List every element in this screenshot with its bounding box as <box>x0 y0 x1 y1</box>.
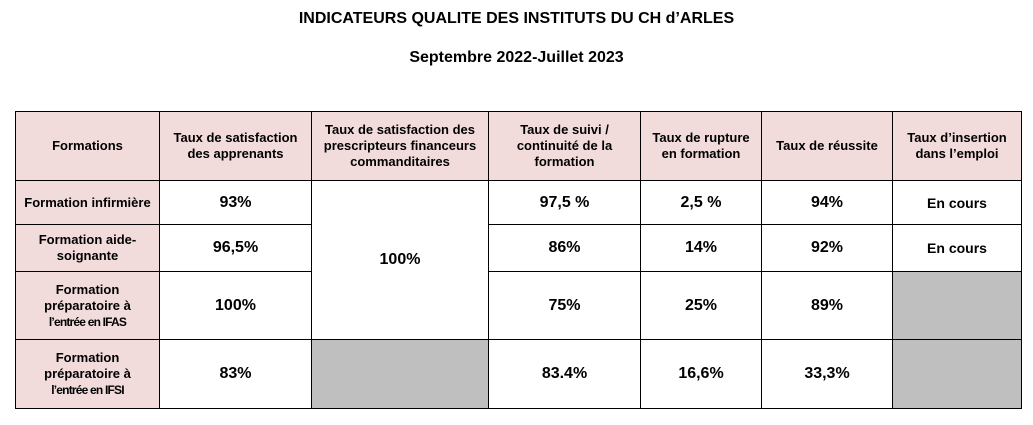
cell-satisfaction-prescripteurs-empty <box>311 339 489 409</box>
cell-satisfaction-apprenants: 96,5% <box>159 224 312 272</box>
header-rupture: Taux de rupture en formation <box>640 111 762 181</box>
row-label-line: Formation préparatoire à <box>44 350 131 381</box>
cell-suivi: 86% <box>488 224 641 272</box>
document-subtitle: Septembre 2022-Juillet 2023 <box>409 49 624 66</box>
table-row: Formation aide-soignante 96,5% 86% 14% 9… <box>15 224 1022 272</box>
row-label: Formation infirmière <box>15 180 160 225</box>
cell-reussite: 92% <box>761 224 893 272</box>
cell-rupture: 14% <box>640 224 762 272</box>
header-insertion: Taux d’insertion dans l’emploi <box>892 111 1022 181</box>
cell-reussite: 33,3% <box>761 339 893 409</box>
cell-suivi: 97,5 % <box>488 180 641 225</box>
indicators-table: Formations Taux de satisfaction des appr… <box>15 111 1022 409</box>
document-title: INDICATEURS QUALITE DES INSTITUTS DU CH … <box>298 10 735 27</box>
table-row: Formation infirmière 93% 100% 97,5 % 2,5… <box>15 180 1022 340</box>
cell-satisfaction-apprenants: 93% <box>159 180 312 225</box>
cell-rupture: 16,6% <box>640 339 762 409</box>
cell-satisfaction-apprenants: 83% <box>159 339 312 409</box>
cell-rupture: 25% <box>640 271 762 340</box>
header-satisfaction-apprenants: Taux de satisfaction des apprenants <box>159 111 312 181</box>
table-row: Formation préparatoire à l’entrée en IFS… <box>15 339 1022 409</box>
cell-reussite: 89% <box>761 271 893 340</box>
row-label-line: l’entrée en IFSI <box>51 383 124 397</box>
header-satisfaction-prescripteurs: Taux de satisfaction des prescripteurs f… <box>311 111 489 181</box>
cell-insertion-empty <box>892 339 1022 409</box>
table-row: Formation préparatoire à l’entrée en IFA… <box>15 271 1022 340</box>
cell-rupture: 2,5 % <box>640 180 762 225</box>
cell-insertion: En cours <box>892 224 1022 272</box>
cell-insertion: En cours <box>892 180 1022 225</box>
cell-insertion-empty <box>892 271 1022 340</box>
row-label: Formation préparatoire à l’entrée en IFA… <box>15 271 160 340</box>
row-label-line: Formation préparatoire à <box>44 281 131 313</box>
cell-satisfaction-prescripteurs-merged: 100% <box>311 180 489 340</box>
table-header-row: Formations Taux de satisfaction des appr… <box>15 111 1022 181</box>
cell-suivi: 83.4% <box>488 339 641 409</box>
cell-reussite: 94% <box>761 180 893 225</box>
row-label: Formation préparatoire à l’entrée en IFS… <box>15 339 160 409</box>
row-label-line: l’entrée en IFAS <box>48 314 127 329</box>
cell-satisfaction-apprenants: 100% <box>159 271 312 340</box>
cell-suivi: 75% <box>488 271 641 340</box>
row-label: Formation aide-soignante <box>15 224 160 272</box>
header-reussite: Taux de réussite <box>761 111 893 181</box>
header-suivi: Taux de suivi / continuité de la formati… <box>488 111 641 181</box>
header-formations: Formations <box>15 111 160 181</box>
